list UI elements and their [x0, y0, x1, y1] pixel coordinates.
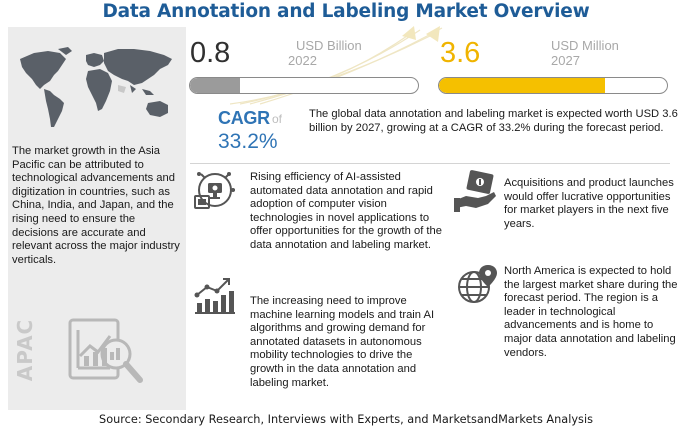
section-divider [190, 163, 670, 164]
end-progress-fill [439, 78, 606, 93]
driver-item: North America is expected to hold the la… [504, 265, 678, 359]
end-value: 3.6 [440, 37, 481, 69]
left-panel: The market growth in the Asia Pacific ca… [8, 27, 186, 410]
start-progress-fill [190, 78, 241, 93]
money-hand-icon [454, 170, 496, 212]
cagr-label: CAGR [218, 108, 270, 128]
end-unit: USD Million [551, 38, 619, 53]
cagr-connector: of [272, 112, 283, 126]
start-value: 0.8 [190, 37, 231, 69]
globe-pin-icon [458, 265, 497, 303]
end-year: 2027 [551, 53, 580, 68]
region-label: APAC [13, 318, 37, 382]
start-unit: USD Billion [296, 38, 362, 53]
ai-computer-vision-icon [194, 172, 235, 209]
region-description: The market growth in the Asia Pacific ca… [12, 145, 180, 266]
growth-chart-icon [194, 278, 235, 314]
data-analysis-icon [68, 318, 143, 383]
driver-item: The increasing need to improve machine l… [250, 295, 435, 389]
driver-item: Rising efficiency of AI-assisted automat… [250, 171, 442, 251]
page-title: Data Annotation and Labeling Market Over… [102, 1, 590, 22]
start-year: 2022 [288, 53, 317, 68]
world-map-icon [20, 47, 172, 127]
market-summary: The global data annotation and labeling … [309, 108, 678, 134]
source-footnote: Source: Secondary Research, Interviews w… [99, 413, 593, 426]
cagr-value: 33.2% [218, 130, 278, 153]
start-progress-bar [189, 77, 419, 94]
driver-item: Acquisitions and product launches would … [504, 177, 674, 230]
end-progress-bar [438, 77, 668, 94]
